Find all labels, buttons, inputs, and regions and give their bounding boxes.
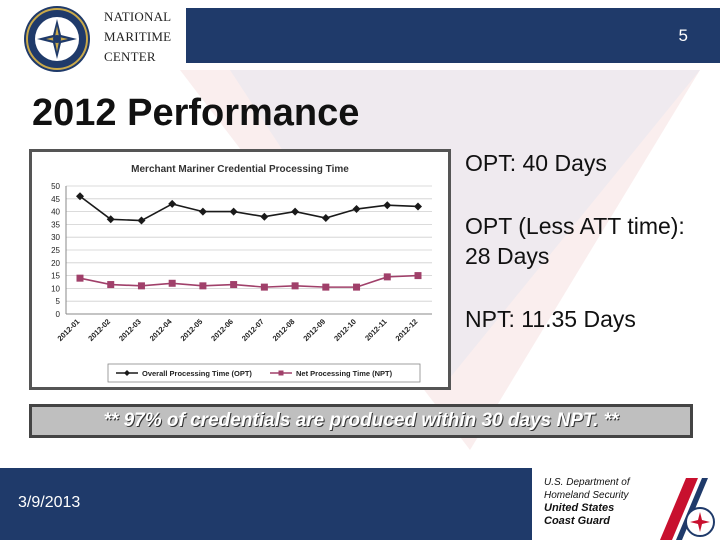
legend-label: Overall Processing Time (OPT) xyxy=(142,369,252,378)
y-tick-label: 35 xyxy=(51,220,60,229)
x-tick-label: 2012-12 xyxy=(394,317,420,343)
bullet-opt-less-att: OPT (Less ATT time): 28 Days xyxy=(465,213,685,269)
y-tick-label: 0 xyxy=(56,310,61,319)
npt-data-point xyxy=(353,283,361,291)
x-tick-label: 2012-04 xyxy=(148,316,174,342)
y-tick-label: 5 xyxy=(56,297,61,306)
npt-data-point xyxy=(168,279,176,287)
dhs-line-2: Homeland Security xyxy=(544,490,629,501)
organization-name: NATIONAL MARITIME CENTER xyxy=(104,7,171,67)
legend-marker xyxy=(124,370,130,376)
opt-data-point xyxy=(321,214,330,222)
x-tick-label: 2012-11 xyxy=(363,317,389,343)
opt-data-point xyxy=(168,199,177,208)
y-tick-label: 45 xyxy=(51,195,60,204)
dhs-line-4: Coast Guard xyxy=(544,515,611,527)
opt-data-point xyxy=(229,207,238,216)
x-tick-label: 2012-06 xyxy=(209,317,235,343)
y-tick-label: 15 xyxy=(51,272,60,281)
y-tick-label: 40 xyxy=(51,208,60,217)
slide-title: 2012 Performance xyxy=(32,92,360,134)
org-line-1: NATIONAL xyxy=(104,9,172,24)
x-tick-label: 2012-08 xyxy=(271,317,297,343)
npt-data-point xyxy=(76,274,84,282)
x-tick-label: 2012-07 xyxy=(240,317,266,343)
slide-date: 3/9/2013 xyxy=(18,494,81,511)
npt-data-point xyxy=(107,281,115,289)
npt-data-point xyxy=(199,282,207,290)
org-line-2: MARITIME xyxy=(104,29,172,44)
y-tick-label: 25 xyxy=(51,246,60,255)
bullet-list: OPT: 40 Days OPT (Less ATT time): 28 Day… xyxy=(465,148,705,367)
coast-guard-stripe-icon xyxy=(660,478,715,540)
x-tick-label: 2012-09 xyxy=(301,317,327,343)
x-tick-label: 2012-01 xyxy=(56,317,82,343)
y-tick-label: 20 xyxy=(51,259,60,268)
credentials-note: ** 97% of credentials are produced withi… xyxy=(29,404,693,438)
series-line-1 xyxy=(79,274,419,288)
opt-data-point xyxy=(198,207,207,216)
bullet-opt: OPT: 40 Days xyxy=(465,150,607,176)
chart-title: Merchant Mariner Credential Processing T… xyxy=(131,164,349,175)
x-tick-label: 2012-02 xyxy=(86,317,112,343)
legend-label: Net Processing Time (NPT) xyxy=(296,369,393,378)
opt-data-point xyxy=(137,216,146,225)
chart-frame: Merchant Mariner Credential Processing T… xyxy=(29,149,451,390)
npt-data-point xyxy=(260,283,268,291)
npt-data-point xyxy=(414,272,422,280)
x-tick-label: 2012-03 xyxy=(117,317,143,343)
opt-data-point xyxy=(352,205,361,214)
npt-data-point xyxy=(291,282,299,290)
npt-data-point xyxy=(137,282,145,290)
x-tick-label: 2012-05 xyxy=(178,317,204,343)
npt-data-point xyxy=(322,283,330,291)
opt-data-point xyxy=(76,192,84,201)
slide-number: 5 xyxy=(678,26,688,45)
bullet-npt: NPT: 11.35 Days xyxy=(465,306,636,332)
opt-data-point xyxy=(260,212,269,221)
npt-data-point xyxy=(230,281,238,289)
opt-data-point xyxy=(106,215,115,224)
nmc-seal-logo xyxy=(24,6,90,72)
y-tick-label: 10 xyxy=(51,284,60,293)
legend-marker xyxy=(278,370,284,376)
dhs-uscg-logo-text: U.S. Department of Homeland Security Uni… xyxy=(544,476,630,528)
opt-data-point xyxy=(291,207,300,216)
org-line-3: CENTER xyxy=(104,49,156,64)
opt-data-point xyxy=(383,201,392,210)
y-tick-label: 30 xyxy=(51,233,60,242)
header-bar: 5 xyxy=(186,8,720,63)
series-line-0 xyxy=(79,195,419,222)
dhs-line-1: U.S. Department of xyxy=(544,477,630,488)
dhs-line-3: United States xyxy=(544,502,615,514)
x-tick-label: 2012-10 xyxy=(332,317,358,343)
y-tick-label: 50 xyxy=(51,182,60,191)
npt-data-point xyxy=(383,273,391,281)
legend-box xyxy=(107,363,421,383)
line-chart: Merchant Mariner Credential Processing T… xyxy=(51,164,432,383)
opt-data-point xyxy=(414,202,422,211)
footer-bar xyxy=(0,468,532,540)
